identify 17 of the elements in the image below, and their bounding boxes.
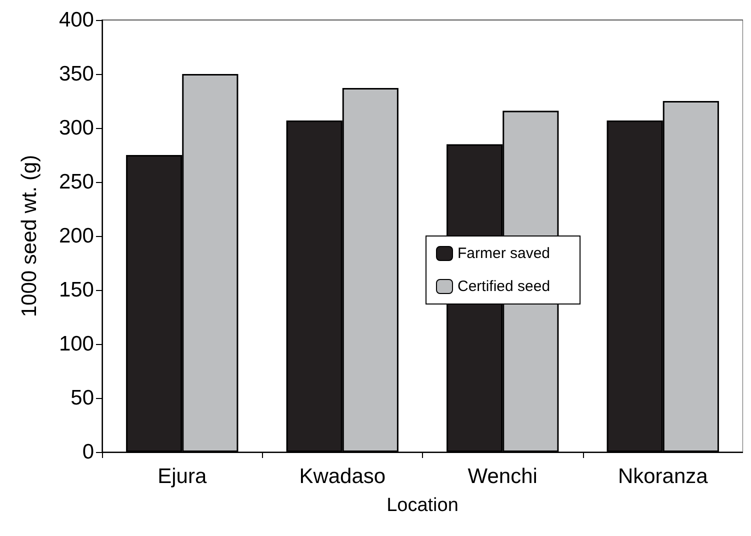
- y-axis-title: 1000 seed wt. (g): [18, 154, 41, 318]
- y-tick-label: 250: [58, 170, 94, 194]
- y-tick-label: 300: [58, 116, 94, 140]
- y-tick-label: 0: [82, 440, 94, 464]
- x-tick-label: Kwadaso: [299, 465, 386, 488]
- x-tick-label: Ejura: [158, 465, 207, 488]
- y-tick-label: 400: [58, 8, 94, 32]
- y-tick-label: 50: [70, 386, 94, 410]
- legend-label: Certified seed: [458, 278, 550, 295]
- y-tick-label: 150: [58, 278, 94, 302]
- legend-label: Farmer saved: [458, 245, 550, 262]
- x-axis-title: Location: [386, 495, 458, 516]
- y-tick-label: 350: [58, 62, 94, 86]
- x-tick-label: Nkoranza: [618, 465, 708, 488]
- y-tick-label: 200: [58, 224, 94, 248]
- y-tick-label: 100: [58, 332, 94, 356]
- x-tick-label: Wenchi: [468, 465, 538, 488]
